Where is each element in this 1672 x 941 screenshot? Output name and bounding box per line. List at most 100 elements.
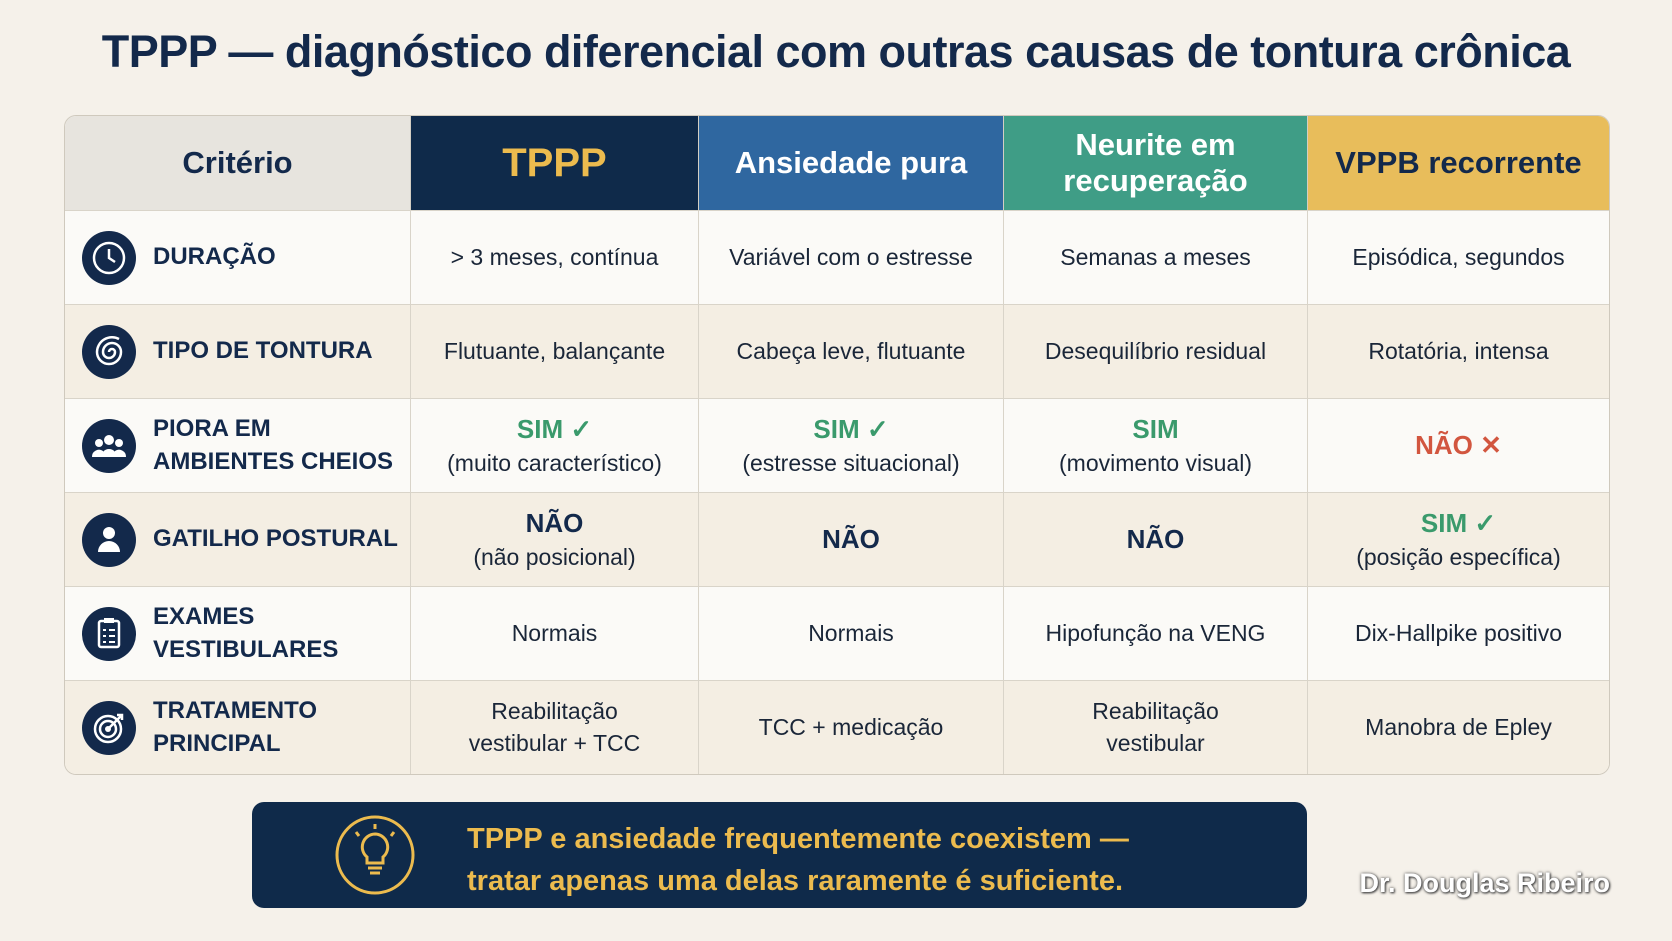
bulb-icon [335, 815, 415, 895]
cell-status: SIM ✓ [1420, 508, 1497, 539]
cell-text: Desequilíbrio residual [1044, 337, 1267, 364]
table-cell: SIM (movimento visual) [1003, 398, 1307, 492]
row-label-line: DURAÇÃO [153, 243, 276, 271]
table-cell: NÃO [698, 492, 1003, 586]
cell-text: vestibular + TCC [468, 729, 641, 756]
cell-status: NÃO [525, 508, 584, 539]
cell-subtext: (muito característico) [447, 449, 662, 476]
table-cell: Desequilíbrio residual [1003, 304, 1307, 398]
cell-text: Normais [511, 619, 598, 646]
header-cell: TPPP [410, 116, 698, 210]
table-cell: SIM ✓ (muito característico) [410, 398, 698, 492]
row-icon [82, 606, 136, 661]
row-label: DURAÇÃO [153, 241, 276, 273]
comparison-table: Critério TPPP Ansiedade pura Neurite em recu… [64, 115, 1610, 775]
row-label: TIPO DE TONTURA [153, 335, 373, 367]
row-label-line: TRATAMENTO PRINCIPAL [153, 697, 317, 757]
note-box: TPPP e ansiedade frequentemente coexiste… [252, 802, 1307, 908]
table-cell: Flutuante, balançante [410, 304, 698, 398]
title: TPPP — diagnóstico diferencial com outra… [101, 26, 1571, 77]
cell-text: Dix-Hallpike positivo [1354, 619, 1563, 646]
cell-text: Reabilitação [491, 698, 618, 725]
header-text: Neurite em [1075, 127, 1236, 163]
row-label-cell: EXAMES VESTIBULARES [65, 586, 410, 680]
cell-text: Episódica, segundos [1352, 243, 1565, 270]
table-cell: > 3 meses, contínua [410, 210, 698, 304]
cell-status: NÃO [1126, 523, 1185, 554]
cell-text: Flutuante, balançante [443, 337, 666, 364]
header-cell: VPPB recorrente [1307, 116, 1609, 210]
note-line: TPPP e ansiedade frequentemente coexiste… [467, 823, 1129, 855]
cell-status: NÃO ✕ [1415, 429, 1502, 460]
row-label-cell: GATILHO POSTURAL [65, 492, 410, 586]
table-cell: Semanas a meses [1003, 210, 1307, 304]
table-cell: NÃO (não posicional) [410, 492, 698, 586]
table-cell: Normais [410, 586, 698, 680]
cell-text: Manobra de Epley [1365, 713, 1552, 740]
row-label-cell: TIPO DE TONTURA [65, 304, 410, 398]
header-text: Critério [182, 145, 293, 181]
row-icon [82, 418, 136, 473]
cell-text: > 3 meses, contínua [450, 243, 659, 270]
header-text: Ansiedade pura [734, 145, 968, 181]
table-cell: NÃO ✕ [1307, 398, 1609, 492]
row-icon [82, 230, 136, 285]
note-line: tratar apenas uma delas raramente é sufi… [467, 865, 1124, 898]
row-label: EXAMES VESTIBULARES [153, 601, 410, 666]
header-text: recuperação [1063, 163, 1248, 198]
cell-status: SIM [1132, 414, 1179, 445]
table-cell: Normais [698, 586, 1003, 680]
row-label: TRATAMENTO PRINCIPAL [153, 695, 410, 760]
header-text: TPPP [502, 141, 607, 185]
row-label-cell: TRATAMENTO PRINCIPAL [65, 680, 410, 774]
table-cell: Cabeça leve, flutuante [698, 304, 1003, 398]
table-cell: Hipofunção na VENG [1003, 586, 1307, 680]
cell-text: vestibular [1106, 729, 1205, 756]
row-label-line: GATILHO POSTURAL [153, 525, 398, 553]
table-cell: Reabilitação vestibular [1003, 680, 1307, 774]
table-cell: Dix-Hallpike positivo [1307, 586, 1609, 680]
cell-text: Normais [808, 619, 894, 646]
header-cell: Critério [65, 116, 410, 210]
cell-subtext: (estresse situacional) [742, 449, 960, 476]
row-label-line: AMBIENTES CHEIOS [153, 447, 394, 475]
row-icon [82, 324, 136, 379]
row-icon [82, 700, 136, 755]
header-cell: Ansiedade pura [698, 116, 1003, 210]
cell-text: TCC + medicação [758, 713, 944, 740]
cell-subtext: (movimento visual) [1059, 449, 1252, 476]
row-label: GATILHO POSTURAL [153, 523, 398, 555]
cell-text: Semanas a meses [1060, 243, 1251, 270]
cell-subtext: (posição específica) [1356, 543, 1561, 570]
cell-subtext: (não posicional) [473, 543, 636, 570]
cell-text: Hipofunção na VENG [1045, 619, 1266, 646]
cell-status: NÃO [822, 523, 880, 554]
table-cell: Manobra de Epley [1307, 680, 1609, 774]
cell-text: Reabilitação [1092, 698, 1219, 725]
header-cell: Neurite em recuperação [1003, 116, 1307, 210]
table-cell: Variável com o estresse [698, 210, 1003, 304]
header-text: VPPB recorrente [1335, 145, 1582, 181]
table-cell: NÃO [1003, 492, 1307, 586]
table-cell: SIM ✓ (posição específica) [1307, 492, 1609, 586]
watermark: Dr. Douglas Ribeiro [1359, 868, 1610, 898]
row-label-line: TIPO DE TONTURA [153, 337, 373, 365]
cell-text: Cabeça leve, flutuante [736, 337, 966, 364]
row-icon [82, 512, 136, 567]
row-label-line: PIORA EM [153, 415, 271, 443]
cell-text: Rotatória, intensa [1368, 337, 1549, 364]
table-cell: Episódica, segundos [1307, 210, 1609, 304]
cell-status: SIM ✓ [813, 414, 889, 445]
row-label: PIORA EM AMBIENTES CHEIOS [153, 413, 393, 478]
table-cell: TCC + medicação [698, 680, 1003, 774]
table-cell: Reabilitação vestibular + TCC [410, 680, 698, 774]
row-label-cell: PIORA EM AMBIENTES CHEIOS [65, 398, 410, 492]
note-text: TPPP e ansiedade frequentemente coexiste… [467, 818, 1129, 902]
cell-status: SIM ✓ [516, 414, 593, 445]
row-label-line: EXAMES VESTIBULARES [153, 603, 339, 663]
row-label-cell: DURAÇÃO [65, 210, 410, 304]
table-cell: Rotatória, intensa [1307, 304, 1609, 398]
cell-text: Variável com o estresse [729, 243, 973, 270]
